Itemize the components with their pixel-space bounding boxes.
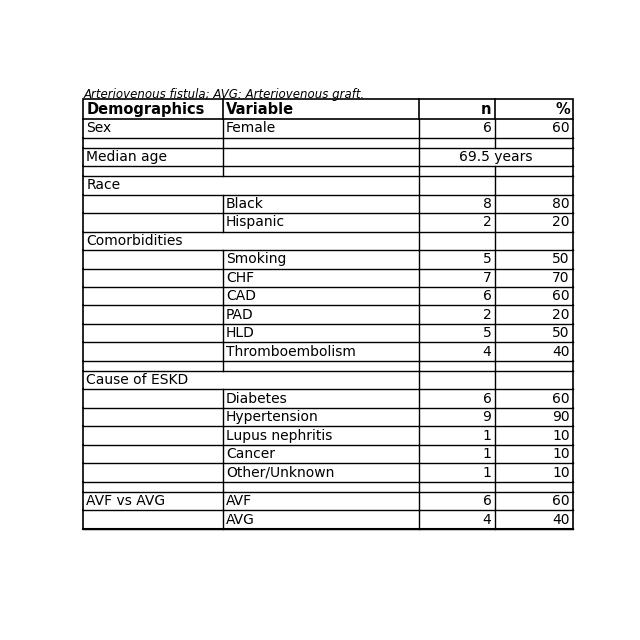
Text: 69.5 years: 69.5 years bbox=[459, 150, 532, 164]
Text: Female: Female bbox=[226, 122, 276, 136]
Text: 20: 20 bbox=[552, 308, 570, 322]
Text: Sex: Sex bbox=[86, 122, 111, 136]
Text: CHF: CHF bbox=[226, 271, 254, 285]
Text: Other/Unknown: Other/Unknown bbox=[226, 465, 334, 479]
Text: Black: Black bbox=[226, 197, 264, 211]
Text: 90: 90 bbox=[552, 410, 570, 424]
Text: 50: 50 bbox=[552, 252, 570, 266]
Text: 5: 5 bbox=[483, 252, 492, 266]
Text: PAD: PAD bbox=[226, 308, 253, 322]
Text: 10: 10 bbox=[552, 465, 570, 479]
Text: HLD: HLD bbox=[226, 326, 255, 340]
Text: 40: 40 bbox=[552, 345, 570, 358]
Text: 1: 1 bbox=[483, 465, 492, 479]
Text: 6: 6 bbox=[483, 494, 492, 508]
Text: 60: 60 bbox=[552, 122, 570, 136]
Text: 1: 1 bbox=[483, 429, 492, 443]
Text: 7: 7 bbox=[483, 271, 492, 285]
Text: 40: 40 bbox=[552, 513, 570, 527]
Text: 60: 60 bbox=[552, 494, 570, 508]
Text: Median age: Median age bbox=[86, 150, 167, 164]
Text: 60: 60 bbox=[552, 289, 570, 303]
Text: 8: 8 bbox=[483, 197, 492, 211]
Text: 6: 6 bbox=[483, 122, 492, 136]
Text: 6: 6 bbox=[483, 392, 492, 406]
Text: Thromboembolism: Thromboembolism bbox=[226, 345, 356, 358]
Text: 2: 2 bbox=[483, 308, 492, 322]
Text: Cause of ESKD: Cause of ESKD bbox=[86, 373, 188, 387]
Text: 4: 4 bbox=[483, 513, 492, 527]
Text: CAD: CAD bbox=[226, 289, 256, 303]
Text: AVF vs AVG: AVF vs AVG bbox=[86, 494, 165, 508]
Text: Diabetes: Diabetes bbox=[226, 392, 287, 406]
Text: 60: 60 bbox=[552, 392, 570, 406]
Text: Lupus nephritis: Lupus nephritis bbox=[226, 429, 332, 443]
Text: Smoking: Smoking bbox=[226, 252, 286, 266]
Text: Variable: Variable bbox=[226, 102, 294, 116]
Text: Arteriovenous fistula; AVG: Arteriovenous graft.: Arteriovenous fistula; AVG: Arteriovenou… bbox=[84, 88, 365, 101]
Text: Hispanic: Hispanic bbox=[226, 215, 285, 229]
Text: 6: 6 bbox=[483, 289, 492, 303]
Text: 10: 10 bbox=[552, 447, 570, 461]
Text: 2: 2 bbox=[483, 215, 492, 229]
Text: Race: Race bbox=[86, 179, 120, 193]
Text: 50: 50 bbox=[552, 326, 570, 340]
Text: Demographics: Demographics bbox=[86, 102, 205, 116]
Text: Hypertension: Hypertension bbox=[226, 410, 319, 424]
Text: 1: 1 bbox=[483, 447, 492, 461]
Text: %: % bbox=[555, 102, 570, 116]
Text: 4: 4 bbox=[483, 345, 492, 358]
Text: n: n bbox=[481, 102, 492, 116]
Text: 80: 80 bbox=[552, 197, 570, 211]
Text: AVF: AVF bbox=[226, 494, 252, 508]
Bar bbox=[83, 99, 573, 119]
Text: Cancer: Cancer bbox=[226, 447, 275, 461]
Text: 9: 9 bbox=[483, 410, 492, 424]
Text: 5: 5 bbox=[483, 326, 492, 340]
Text: AVG: AVG bbox=[226, 513, 255, 527]
Text: 10: 10 bbox=[552, 429, 570, 443]
Text: Comorbidities: Comorbidities bbox=[86, 234, 182, 248]
Text: 20: 20 bbox=[552, 215, 570, 229]
Text: 70: 70 bbox=[552, 271, 570, 285]
